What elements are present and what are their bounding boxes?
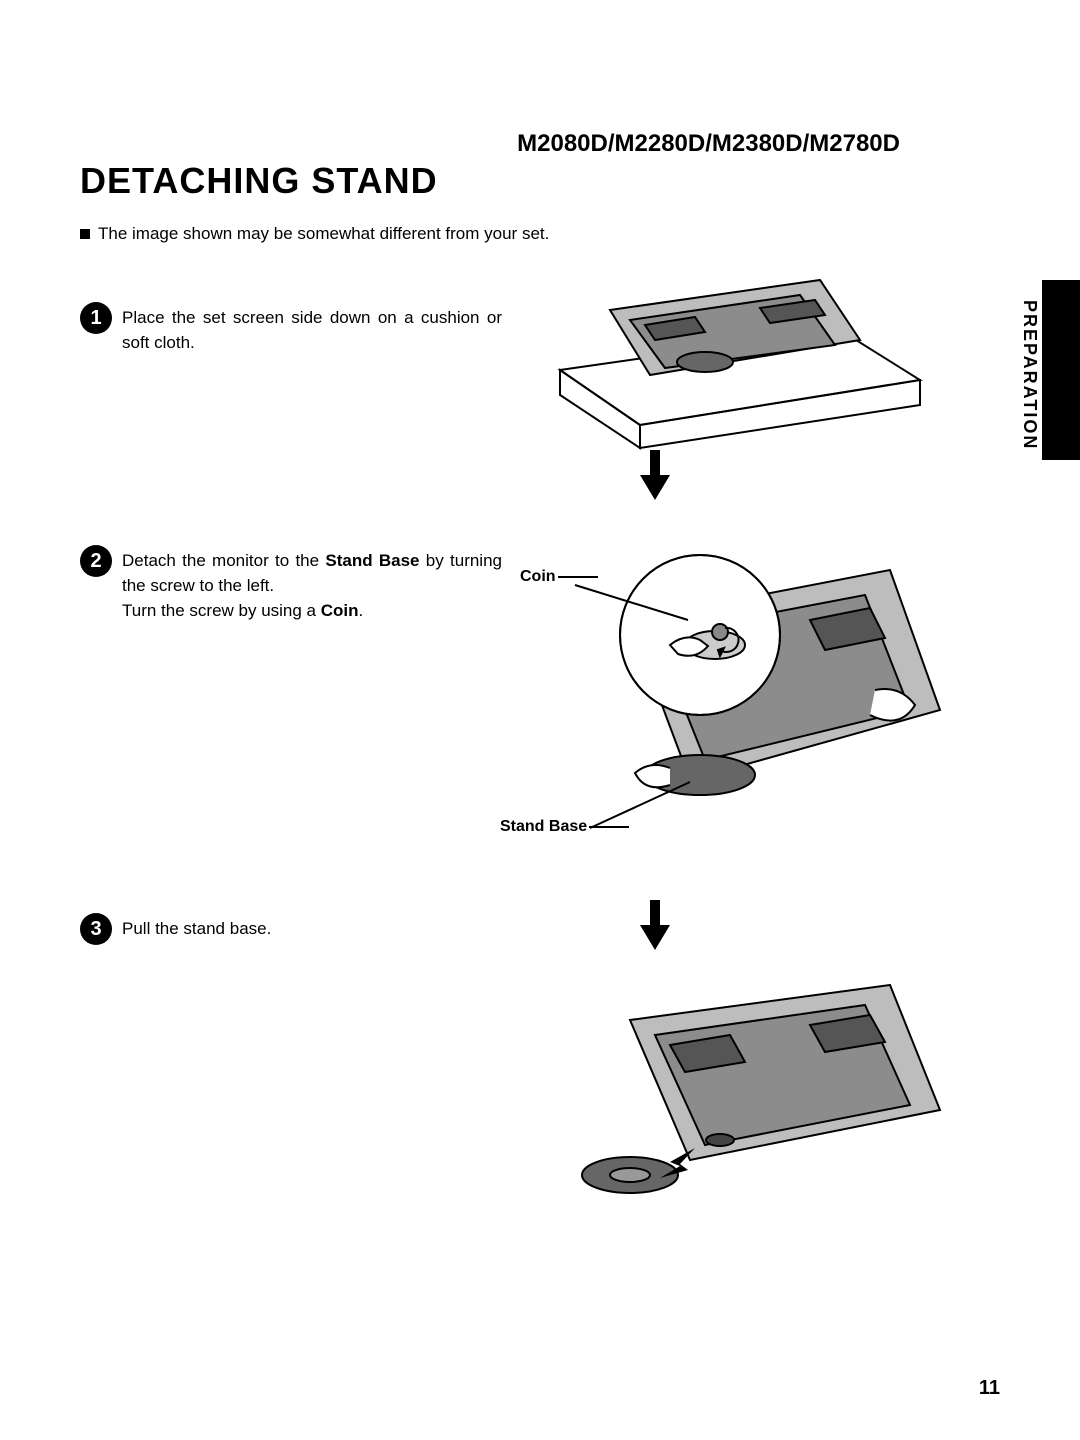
section-tab-label: PREPARATION xyxy=(1019,300,1040,450)
note-text: The image shown may be somewhat differen… xyxy=(98,224,549,243)
step-2-text-d: . xyxy=(359,601,364,620)
step-badge-3: 3 xyxy=(80,913,112,945)
page-title: DETACHING STAND xyxy=(80,160,1000,202)
figure-1-svg xyxy=(520,250,950,450)
coin-label-text: Coin xyxy=(520,568,556,585)
step-2-bold-a: Stand Base xyxy=(325,551,419,570)
step-2-bold-b: Coin xyxy=(321,601,359,620)
coin-label: Coin xyxy=(520,568,598,586)
step-2-text-c: Turn the screw by using a xyxy=(122,601,321,620)
bullet-square-icon xyxy=(80,229,90,239)
step-2-text-a: Detach the monitor to the xyxy=(122,551,325,570)
figure-3-svg xyxy=(520,980,950,1210)
page-number: 11 xyxy=(979,1377,1000,1400)
manual-page: M2080D/M2280D/M2380D/M2780D DETACHING ST… xyxy=(0,0,1080,1440)
stand-base-label: Stand Base xyxy=(500,818,629,836)
figure-1 xyxy=(520,250,950,450)
note-line: The image shown may be somewhat differen… xyxy=(80,224,1000,244)
step-3: 3 Pull the stand base. xyxy=(80,913,1000,945)
step-badge-1: 1 xyxy=(80,302,112,334)
arrow-down-1-icon xyxy=(640,450,670,500)
model-numbers: M2080D/M2280D/M2380D/M2780D xyxy=(517,130,900,158)
section-tab xyxy=(1042,280,1080,460)
arrow-down-2-icon xyxy=(640,900,670,950)
stand-base-label-text: Stand Base xyxy=(500,818,587,835)
step-2-text: Detach the monitor to the Stand Base by … xyxy=(122,549,502,623)
figure-3 xyxy=(520,980,950,1210)
step-3-text: Pull the stand base. xyxy=(122,917,271,942)
figure-2 xyxy=(520,550,950,850)
step-1-text: Place the set screen side down on a cush… xyxy=(122,306,502,355)
step-badge-2: 2 xyxy=(80,545,112,577)
figure-2-svg xyxy=(520,550,950,850)
